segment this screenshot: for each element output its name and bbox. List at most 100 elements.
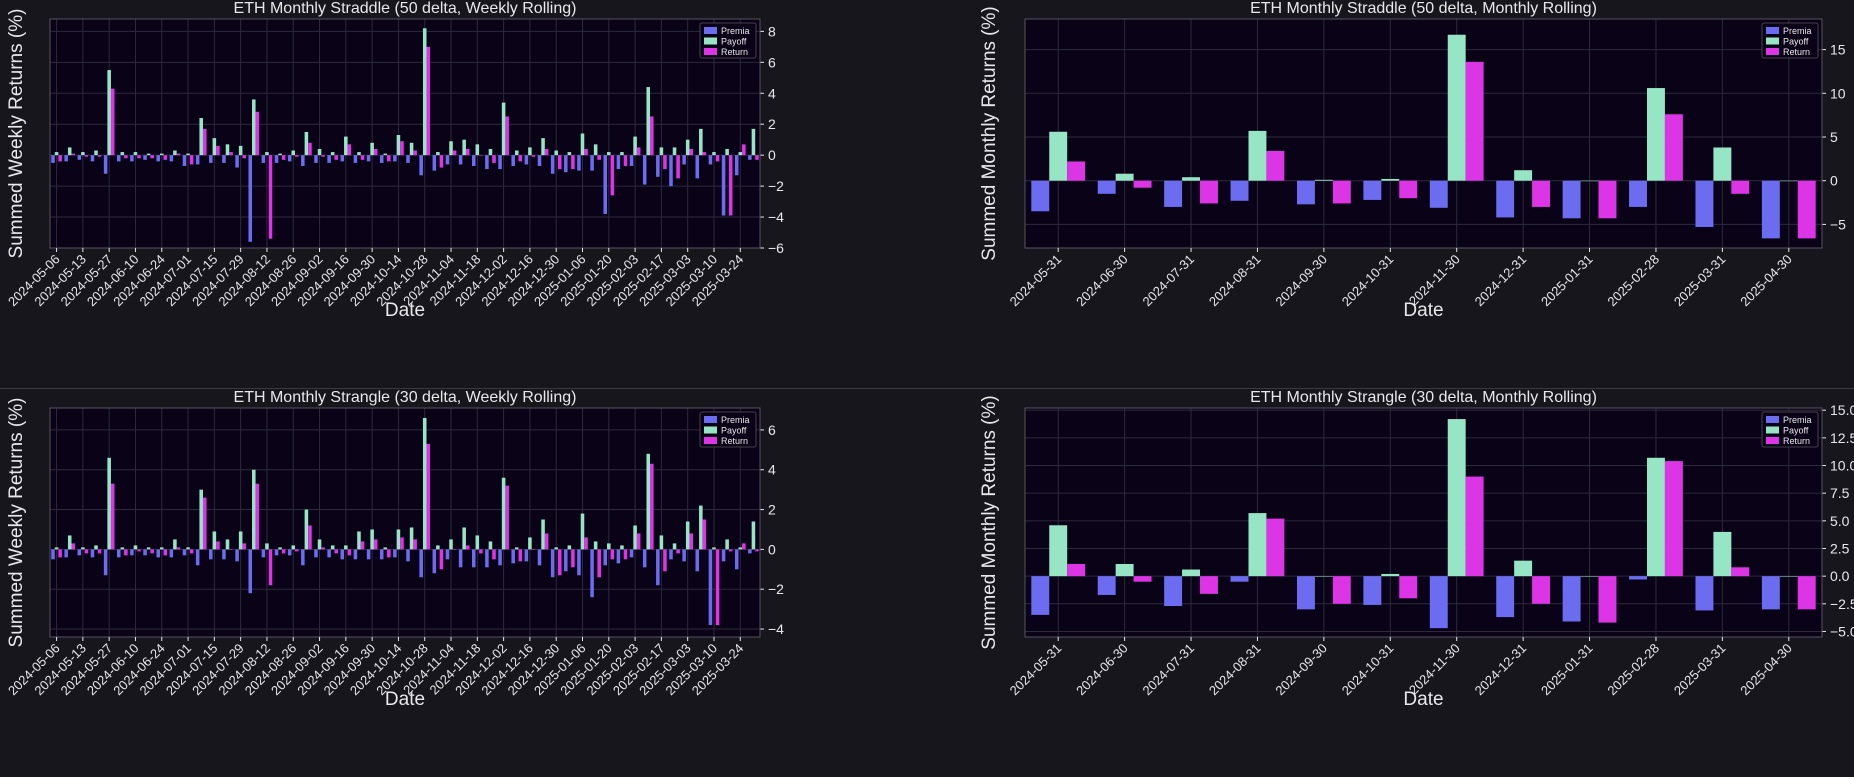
bar-payoff [1646, 88, 1665, 181]
bar-payoff [475, 535, 480, 550]
bar-payoff [304, 509, 309, 550]
y-tick-label: 0 [1830, 173, 1838, 189]
bar-return [597, 549, 601, 578]
bar-premia [537, 155, 542, 166]
bar-payoff [738, 152, 743, 156]
bar-return [97, 155, 102, 157]
bar-return [413, 150, 417, 156]
bar-payoff [1713, 531, 1732, 577]
y-axis-label: Summed Monthly Returns (%) [979, 6, 1000, 260]
legend-swatch-premia [1766, 416, 1779, 423]
y-tick-label: −4 [768, 209, 784, 225]
bar-payoff [1713, 147, 1732, 181]
bar-premia [1164, 576, 1183, 607]
bar-premia [406, 549, 410, 562]
bar-payoff [607, 543, 611, 550]
bar-premia [169, 549, 174, 558]
bar-premia [393, 155, 397, 162]
bar-payoff [475, 144, 480, 156]
bar-payoff [344, 136, 348, 156]
bar-premia [1429, 576, 1448, 629]
bar-premia [77, 155, 82, 160]
bar-return [400, 537, 404, 550]
bar-premia [1496, 180, 1515, 218]
bar-premia [64, 549, 68, 558]
bar-return [202, 128, 207, 156]
bar-premia [629, 155, 634, 166]
bar-premia [708, 549, 713, 626]
bar-premia [327, 549, 331, 558]
legend-label-return: Return [721, 47, 748, 57]
bar-premia [498, 549, 502, 566]
bar-premia [1695, 180, 1714, 228]
bar-return [728, 549, 733, 552]
bar-premia [1230, 180, 1249, 201]
x-tick-label: 2025-01-31 [1538, 252, 1596, 310]
bar-premia [445, 549, 450, 560]
legend-swatch-premia [1766, 27, 1779, 34]
bar-payoff [514, 150, 519, 156]
bar-premia [261, 549, 266, 558]
bar-return [400, 141, 404, 156]
bar-premia [1496, 576, 1515, 618]
bar-return [268, 155, 273, 239]
bar-payoff [1646, 457, 1665, 577]
bar-premia [616, 155, 621, 170]
bar-payoff [646, 453, 651, 550]
bar-payoff [54, 547, 59, 550]
bar-return [189, 155, 194, 165]
bar-return [623, 549, 628, 560]
bar-payoff [725, 148, 729, 156]
legend-swatch-return [1766, 437, 1779, 444]
legend-swatch-premia [704, 416, 717, 423]
bar-payoff [1447, 419, 1466, 577]
legend-label-premia: Premia [721, 26, 750, 36]
bar-payoff [738, 547, 743, 550]
bar-return [1532, 576, 1551, 604]
panel-divider [0, 388, 1854, 389]
bar-payoff [712, 547, 716, 550]
bar-payoff [81, 547, 85, 550]
bar-premia [195, 155, 200, 165]
bar-payoff [1779, 576, 1798, 577]
bar-payoff [370, 529, 374, 550]
bar-return [281, 549, 286, 554]
bar-return [150, 549, 154, 554]
x-tick-label: 2024-07-31 [1140, 641, 1198, 699]
bar-return [610, 155, 615, 196]
bar-payoff [436, 545, 440, 550]
bar-payoff [133, 545, 138, 550]
bar-payoff [1580, 576, 1599, 577]
bar-premia [353, 549, 358, 560]
chart-straddle-weekly: ETH Monthly Straddle (50 delta, Weekly R… [5, 0, 784, 321]
legend-label-payoff: Payoff [1783, 426, 1809, 436]
chart-strangle-monthly: ETH Monthly Strangle (30 delta, Monthly … [979, 389, 1854, 710]
bar-return [479, 549, 483, 554]
bar-return [84, 155, 89, 157]
bar-premia [64, 155, 68, 162]
x-tick-label: 2025-01-31 [1538, 641, 1596, 699]
bar-payoff [633, 525, 637, 550]
bar-premia [458, 155, 463, 165]
bar-premia [682, 549, 686, 562]
bar-payoff [1115, 173, 1134, 181]
bar-return [663, 155, 667, 170]
bar-payoff [449, 539, 453, 550]
y-tick-label: 0.0 [1830, 568, 1850, 584]
bar-return [452, 150, 457, 156]
bar-premia [1761, 576, 1780, 610]
bar-payoff [422, 28, 427, 156]
bar-return [728, 155, 733, 216]
y-tick-label: 10 [1830, 85, 1846, 101]
bar-return [1797, 180, 1816, 239]
bar-payoff [330, 152, 335, 156]
bar-payoff [541, 519, 545, 550]
bar-return [742, 543, 746, 550]
bar-premia [669, 155, 673, 187]
bar-premia [235, 549, 239, 562]
bar-return [110, 483, 115, 550]
bar-premia [103, 155, 108, 174]
bar-payoff [1248, 513, 1267, 577]
bar-premia [616, 549, 621, 564]
legend-swatch-return [704, 437, 717, 444]
